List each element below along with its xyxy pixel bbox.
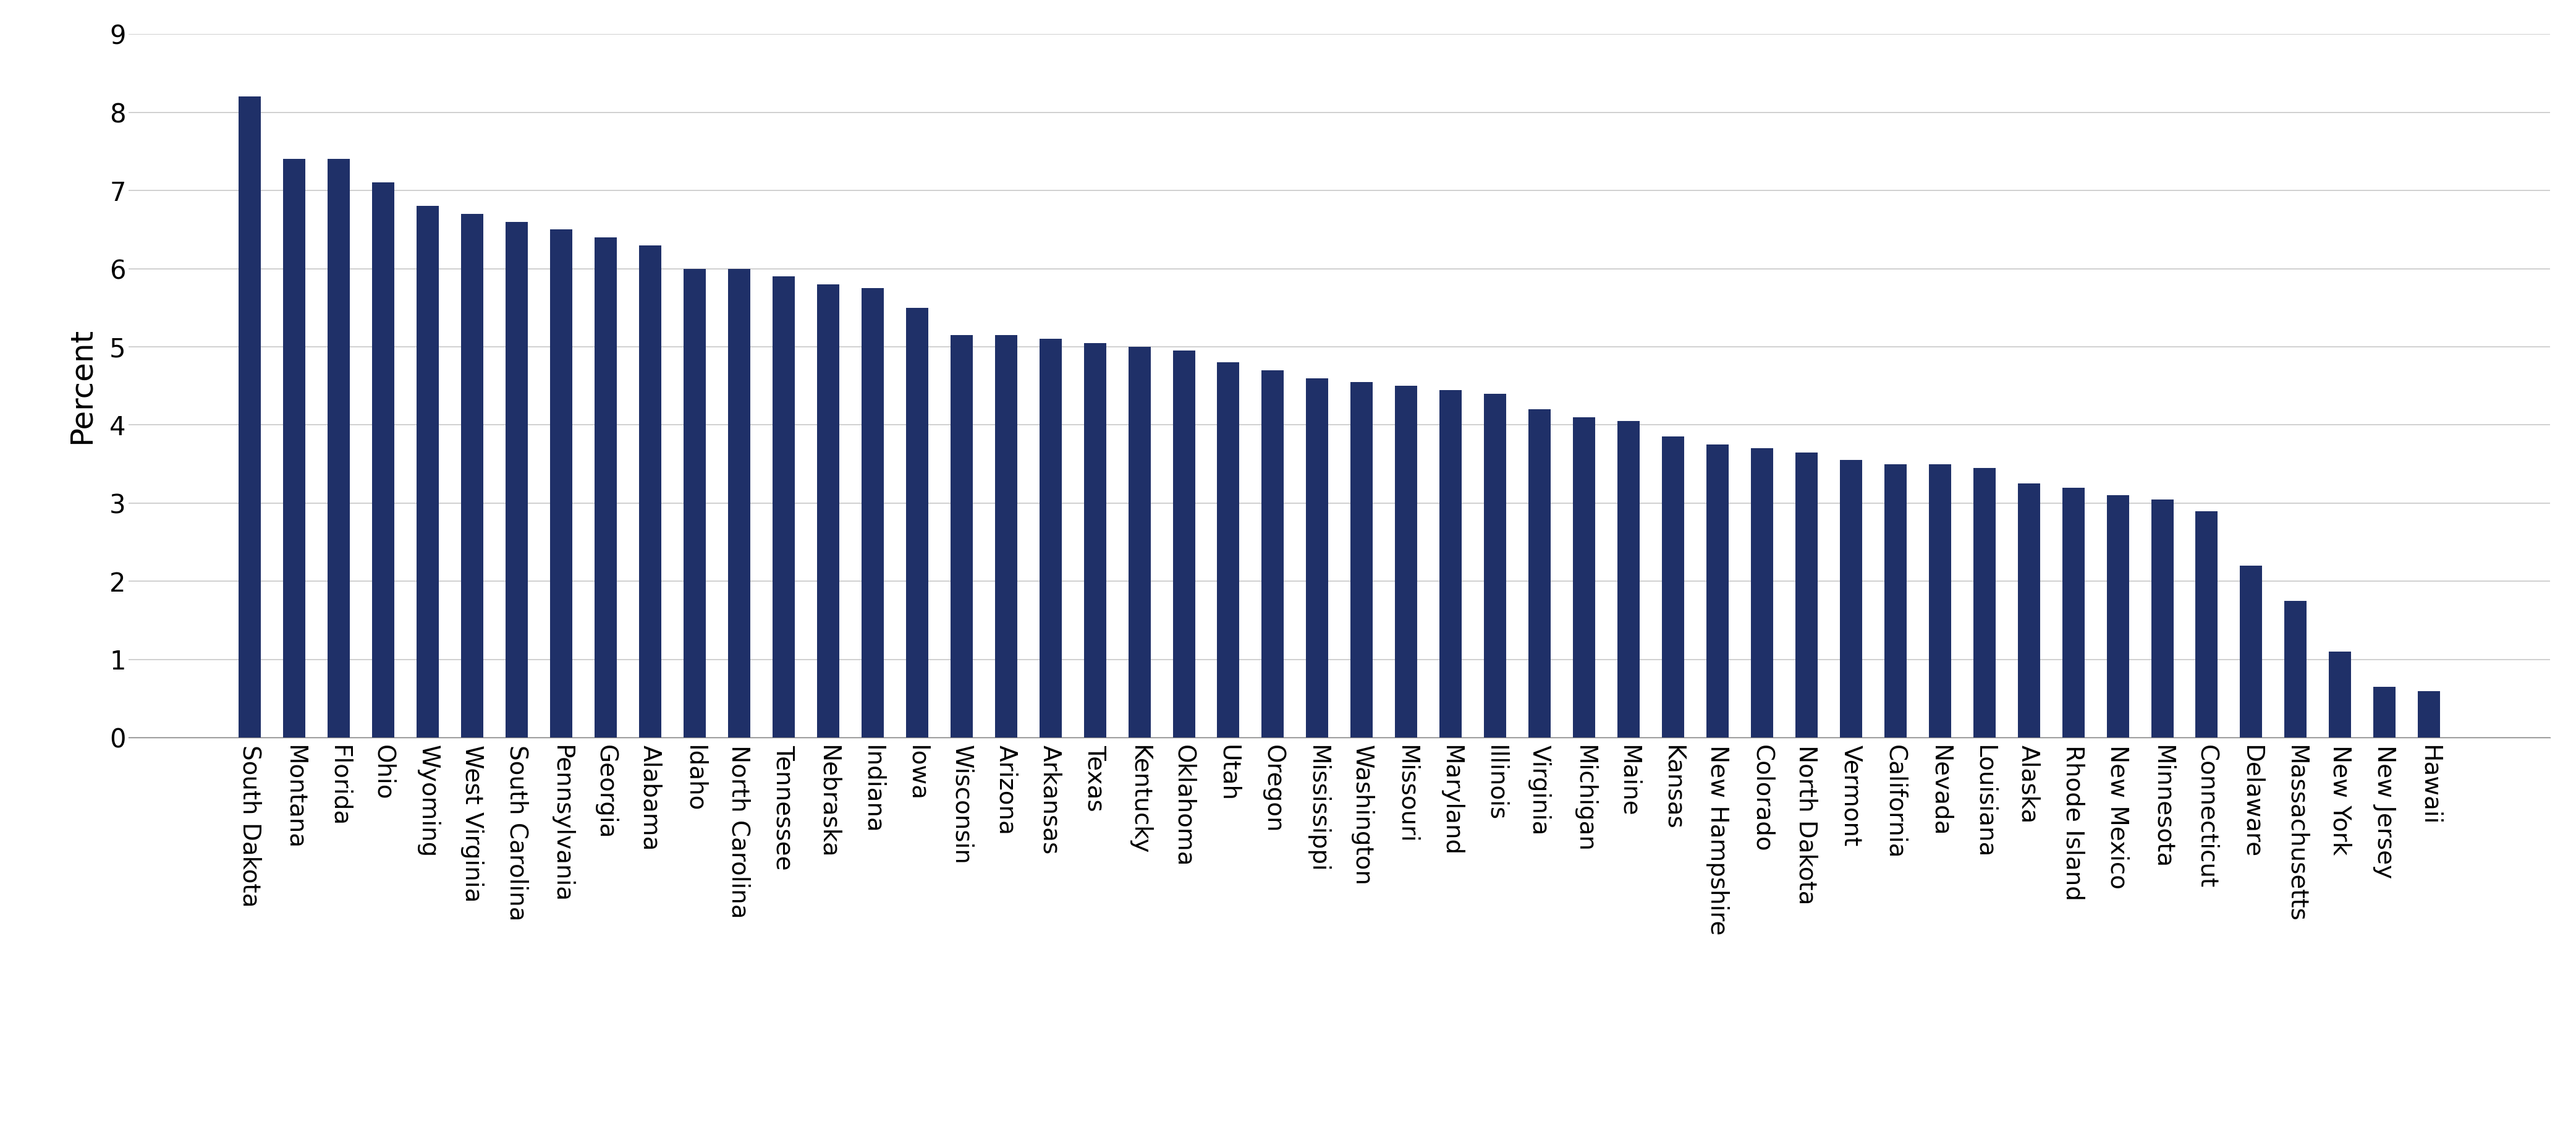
- Bar: [240, 96, 260, 738]
- Bar: [1752, 448, 1772, 738]
- Bar: [505, 221, 528, 738]
- Bar: [551, 229, 572, 738]
- Bar: [1306, 378, 1329, 738]
- Bar: [1172, 351, 1195, 738]
- Bar: [1484, 394, 1507, 738]
- Bar: [1440, 389, 1461, 738]
- Bar: [994, 335, 1018, 738]
- Bar: [1350, 382, 1373, 738]
- Bar: [2017, 484, 2040, 738]
- Bar: [1618, 421, 1641, 738]
- Bar: [639, 245, 662, 738]
- Bar: [1396, 386, 1417, 738]
- Bar: [1662, 437, 1685, 738]
- Bar: [907, 308, 927, 738]
- Bar: [773, 277, 796, 738]
- Bar: [1218, 362, 1239, 738]
- Bar: [1574, 418, 1595, 738]
- Bar: [1528, 410, 1551, 738]
- Bar: [1705, 445, 1728, 738]
- Bar: [2419, 691, 2439, 738]
- Bar: [2063, 488, 2084, 738]
- Bar: [2241, 565, 2262, 738]
- Bar: [817, 284, 840, 738]
- Bar: [2285, 600, 2306, 738]
- Bar: [374, 183, 394, 738]
- Y-axis label: Percent: Percent: [67, 328, 95, 444]
- Bar: [2107, 495, 2128, 738]
- Bar: [283, 159, 307, 738]
- Bar: [2329, 651, 2352, 738]
- Bar: [683, 269, 706, 738]
- Bar: [1839, 460, 1862, 738]
- Bar: [595, 237, 616, 738]
- Bar: [1795, 453, 1819, 738]
- Bar: [2195, 511, 2218, 738]
- Bar: [1128, 347, 1151, 738]
- Bar: [1883, 464, 1906, 738]
- Bar: [2372, 687, 2396, 738]
- Bar: [729, 269, 750, 738]
- Bar: [860, 288, 884, 738]
- Bar: [2151, 499, 2174, 738]
- Bar: [1929, 464, 1950, 738]
- Bar: [1262, 370, 1283, 738]
- Bar: [461, 213, 484, 738]
- Bar: [1084, 343, 1105, 738]
- Bar: [417, 207, 438, 738]
- Bar: [951, 335, 974, 738]
- Bar: [1973, 468, 1996, 738]
- Bar: [327, 159, 350, 738]
- Bar: [1038, 339, 1061, 738]
